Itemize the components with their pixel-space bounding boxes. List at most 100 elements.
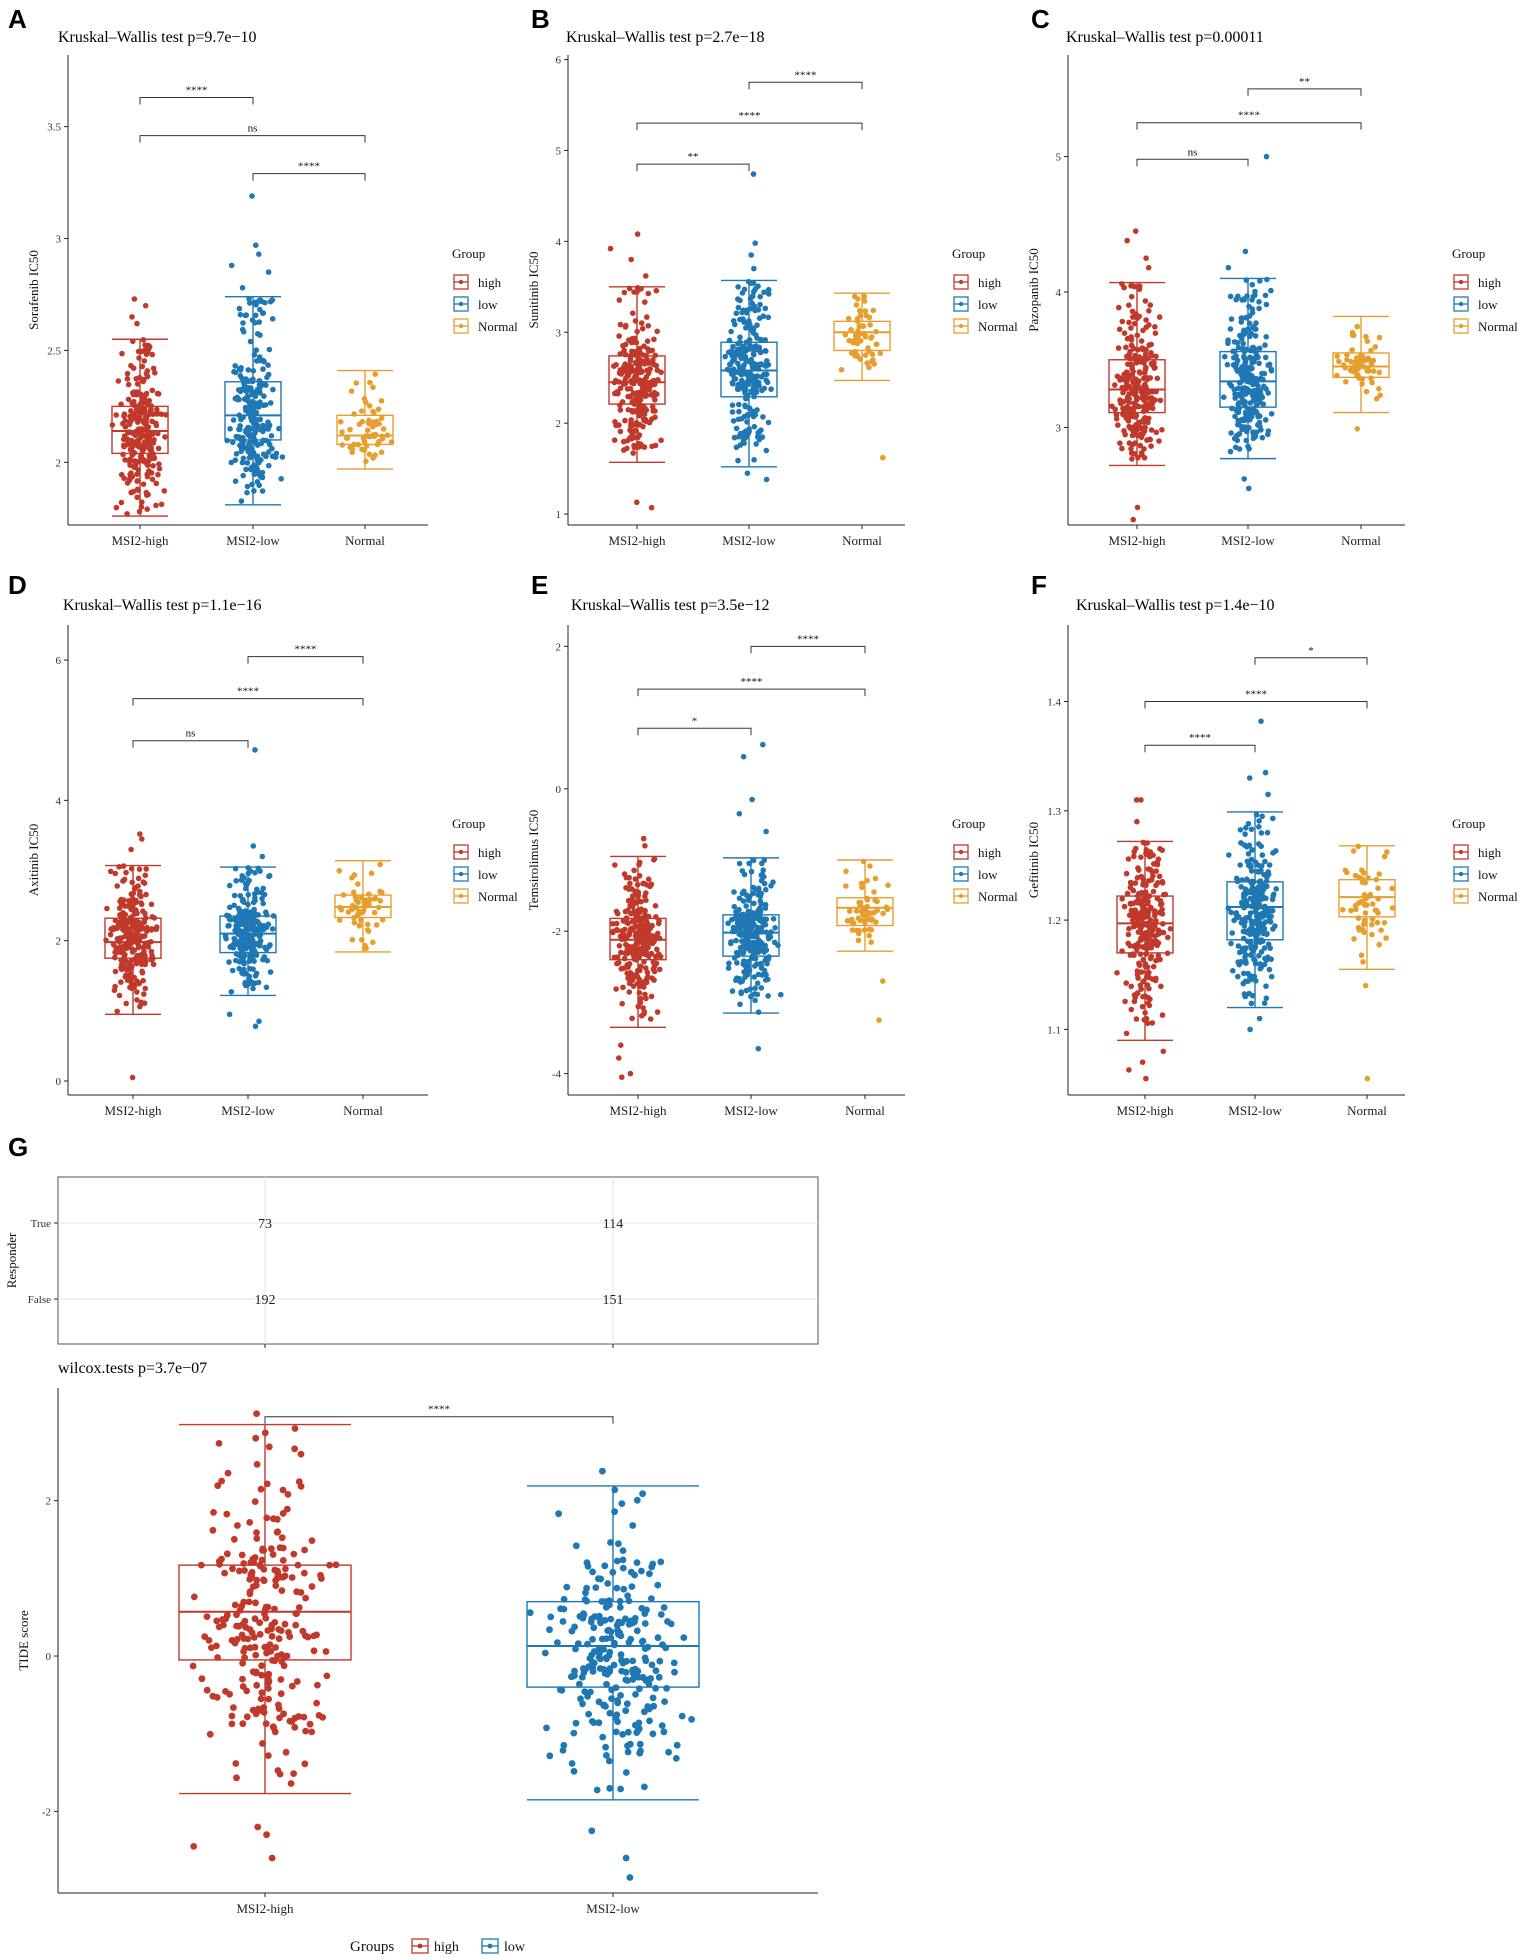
data-point xyxy=(1138,854,1144,860)
data-point xyxy=(634,328,640,335)
legend-label: low xyxy=(504,1940,526,1955)
y-axis-label: Axitinib IC50 xyxy=(26,824,41,897)
data-point xyxy=(141,948,147,954)
data-point xyxy=(277,1627,285,1634)
data-point xyxy=(313,1699,320,1707)
data-point xyxy=(288,1574,296,1581)
data-point xyxy=(1261,925,1268,932)
data-point xyxy=(260,1546,268,1554)
data-point xyxy=(293,1678,301,1685)
data-point xyxy=(633,1729,641,1736)
data-point xyxy=(228,1720,236,1728)
data-point xyxy=(743,921,749,928)
data-point xyxy=(861,917,867,924)
data-point xyxy=(214,1482,222,1490)
data-point xyxy=(138,504,145,510)
data-point xyxy=(854,318,861,325)
data-point xyxy=(856,308,863,314)
data-point xyxy=(1224,361,1231,368)
data-point xyxy=(735,381,742,388)
data-point xyxy=(1242,831,1248,837)
data-point xyxy=(1142,298,1149,304)
data-point xyxy=(1239,899,1245,906)
data-point xyxy=(259,488,266,494)
data-point xyxy=(1150,852,1156,858)
data-point xyxy=(246,1644,254,1652)
data-point xyxy=(135,927,142,934)
data-point xyxy=(761,880,768,887)
data-point xyxy=(356,922,363,929)
data-point xyxy=(861,293,867,300)
data-point xyxy=(862,352,869,359)
data-point xyxy=(371,909,378,916)
data-point xyxy=(601,1562,609,1570)
data-point xyxy=(1232,363,1239,370)
data-point xyxy=(267,969,274,975)
data-point xyxy=(372,895,379,902)
data-point xyxy=(142,910,148,917)
data-point xyxy=(1240,330,1247,336)
data-point xyxy=(266,1641,274,1648)
data-point xyxy=(163,412,169,418)
data-point xyxy=(863,312,869,319)
data-point xyxy=(1348,907,1354,914)
data-point xyxy=(141,991,147,997)
data-point xyxy=(350,889,357,896)
data-point xyxy=(624,369,630,375)
data-point xyxy=(648,1563,656,1571)
data-point xyxy=(576,1680,583,1688)
data-point xyxy=(605,1652,613,1659)
data-point xyxy=(742,946,749,952)
data-point xyxy=(235,1622,243,1630)
data-point xyxy=(262,1720,270,1728)
data-point xyxy=(1129,441,1136,448)
data-point xyxy=(241,1617,249,1625)
data-point xyxy=(124,918,131,924)
data-point xyxy=(265,921,272,928)
box-group-high xyxy=(103,831,162,1081)
significance-label: ns xyxy=(248,123,258,135)
data-point xyxy=(1149,926,1155,932)
data-point xyxy=(845,315,852,322)
data-point xyxy=(263,453,269,460)
data-point xyxy=(203,1613,211,1620)
data-points-high xyxy=(1114,797,1174,1082)
data-point xyxy=(268,1632,276,1640)
data-point xyxy=(838,366,845,373)
data-point xyxy=(1143,1075,1149,1082)
data-point xyxy=(265,362,271,369)
data-point xyxy=(352,894,359,900)
data-point xyxy=(336,868,343,874)
data-point xyxy=(751,423,758,430)
data-point xyxy=(755,885,762,892)
data-point xyxy=(770,916,777,922)
data-point xyxy=(149,418,155,425)
data-point xyxy=(756,937,762,944)
data-point xyxy=(1134,922,1141,928)
significance-label: **** xyxy=(295,644,317,656)
data-point xyxy=(230,1535,238,1543)
data-point xyxy=(559,1747,567,1754)
data-point xyxy=(726,337,733,344)
data-point xyxy=(861,927,868,933)
data-points-normal xyxy=(843,858,891,1023)
data-point xyxy=(1362,982,1369,989)
data-point xyxy=(355,881,361,887)
data-point xyxy=(276,425,282,432)
data-point xyxy=(308,1583,316,1590)
data-point xyxy=(263,1649,270,1657)
data-point xyxy=(279,1510,287,1517)
data-point xyxy=(736,408,742,415)
legend-key-dot xyxy=(458,893,464,899)
data-point xyxy=(1334,372,1340,379)
data-point xyxy=(247,965,253,972)
data-point xyxy=(280,1573,287,1581)
data-point xyxy=(728,328,734,335)
data-point xyxy=(1141,978,1147,984)
data-point xyxy=(754,980,761,986)
data-point xyxy=(114,883,120,889)
data-point xyxy=(613,986,619,992)
data-point xyxy=(1266,966,1273,973)
data-point xyxy=(1250,928,1256,935)
data-point xyxy=(252,911,259,917)
